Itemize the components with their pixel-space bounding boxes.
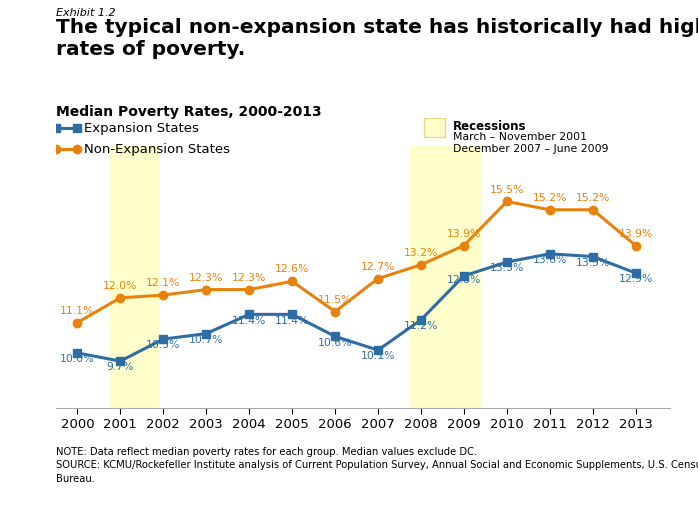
Text: Recessions: Recessions <box>453 120 527 132</box>
Text: 10.7%: 10.7% <box>189 335 223 345</box>
Text: 10.1%: 10.1% <box>361 351 395 361</box>
Text: 13.9%: 13.9% <box>447 229 481 238</box>
Text: 11.2%: 11.2% <box>403 321 438 331</box>
Text: 10.5%: 10.5% <box>146 340 181 350</box>
Text: NOTE: Data reflect median poverty rates for each group. Median values exclude DC: NOTE: Data reflect median poverty rates … <box>56 447 698 484</box>
Text: FOUNDATION: FOUNDATION <box>610 507 660 517</box>
Text: Expansion States: Expansion States <box>84 122 199 134</box>
Text: December 2007 – June 2009: December 2007 – June 2009 <box>453 144 609 154</box>
Text: 12.7%: 12.7% <box>361 262 395 271</box>
Text: Non-Expansion States: Non-Expansion States <box>84 143 230 155</box>
Text: 12.8%: 12.8% <box>447 275 481 285</box>
Text: 10.6%: 10.6% <box>318 337 352 348</box>
Text: 11.1%: 11.1% <box>60 305 94 316</box>
Text: 12.1%: 12.1% <box>146 278 180 288</box>
Text: Median Poverty Rates, 2000-2013: Median Poverty Rates, 2000-2013 <box>56 105 322 119</box>
Text: March – November 2001: March – November 2001 <box>453 131 587 142</box>
Text: 15.2%: 15.2% <box>576 193 610 203</box>
Text: 15.5%: 15.5% <box>490 185 524 195</box>
Text: 9.7%: 9.7% <box>107 362 134 372</box>
Text: 13.9%: 13.9% <box>618 229 653 238</box>
Text: FAMILY: FAMILY <box>611 494 660 507</box>
Text: 15.2%: 15.2% <box>533 193 567 203</box>
Text: 11.5%: 11.5% <box>318 294 352 305</box>
Text: THE HENRY J.: THE HENRY J. <box>614 474 656 479</box>
Text: The typical non-expansion state has historically had higher
rates of poverty.: The typical non-expansion state has hist… <box>56 18 698 59</box>
Text: 11.4%: 11.4% <box>232 315 267 325</box>
Text: 12.6%: 12.6% <box>275 264 309 275</box>
Text: Exhibit 1.2: Exhibit 1.2 <box>56 8 115 18</box>
FancyBboxPatch shape <box>424 118 445 137</box>
Bar <box>110 146 159 408</box>
Bar <box>410 146 481 408</box>
Text: 12.3%: 12.3% <box>232 272 267 282</box>
Text: 13.5%: 13.5% <box>576 258 610 268</box>
Text: 12.3%: 12.3% <box>189 272 223 282</box>
Text: 12.0%: 12.0% <box>103 281 138 291</box>
Text: 11.4%: 11.4% <box>275 315 309 325</box>
Text: KAISER: KAISER <box>610 481 660 494</box>
Text: 12.9%: 12.9% <box>618 274 653 284</box>
Text: 13.2%: 13.2% <box>403 248 438 258</box>
Text: 10.0%: 10.0% <box>60 354 95 364</box>
Text: 13.3%: 13.3% <box>490 263 524 273</box>
Text: 13.6%: 13.6% <box>533 255 567 265</box>
